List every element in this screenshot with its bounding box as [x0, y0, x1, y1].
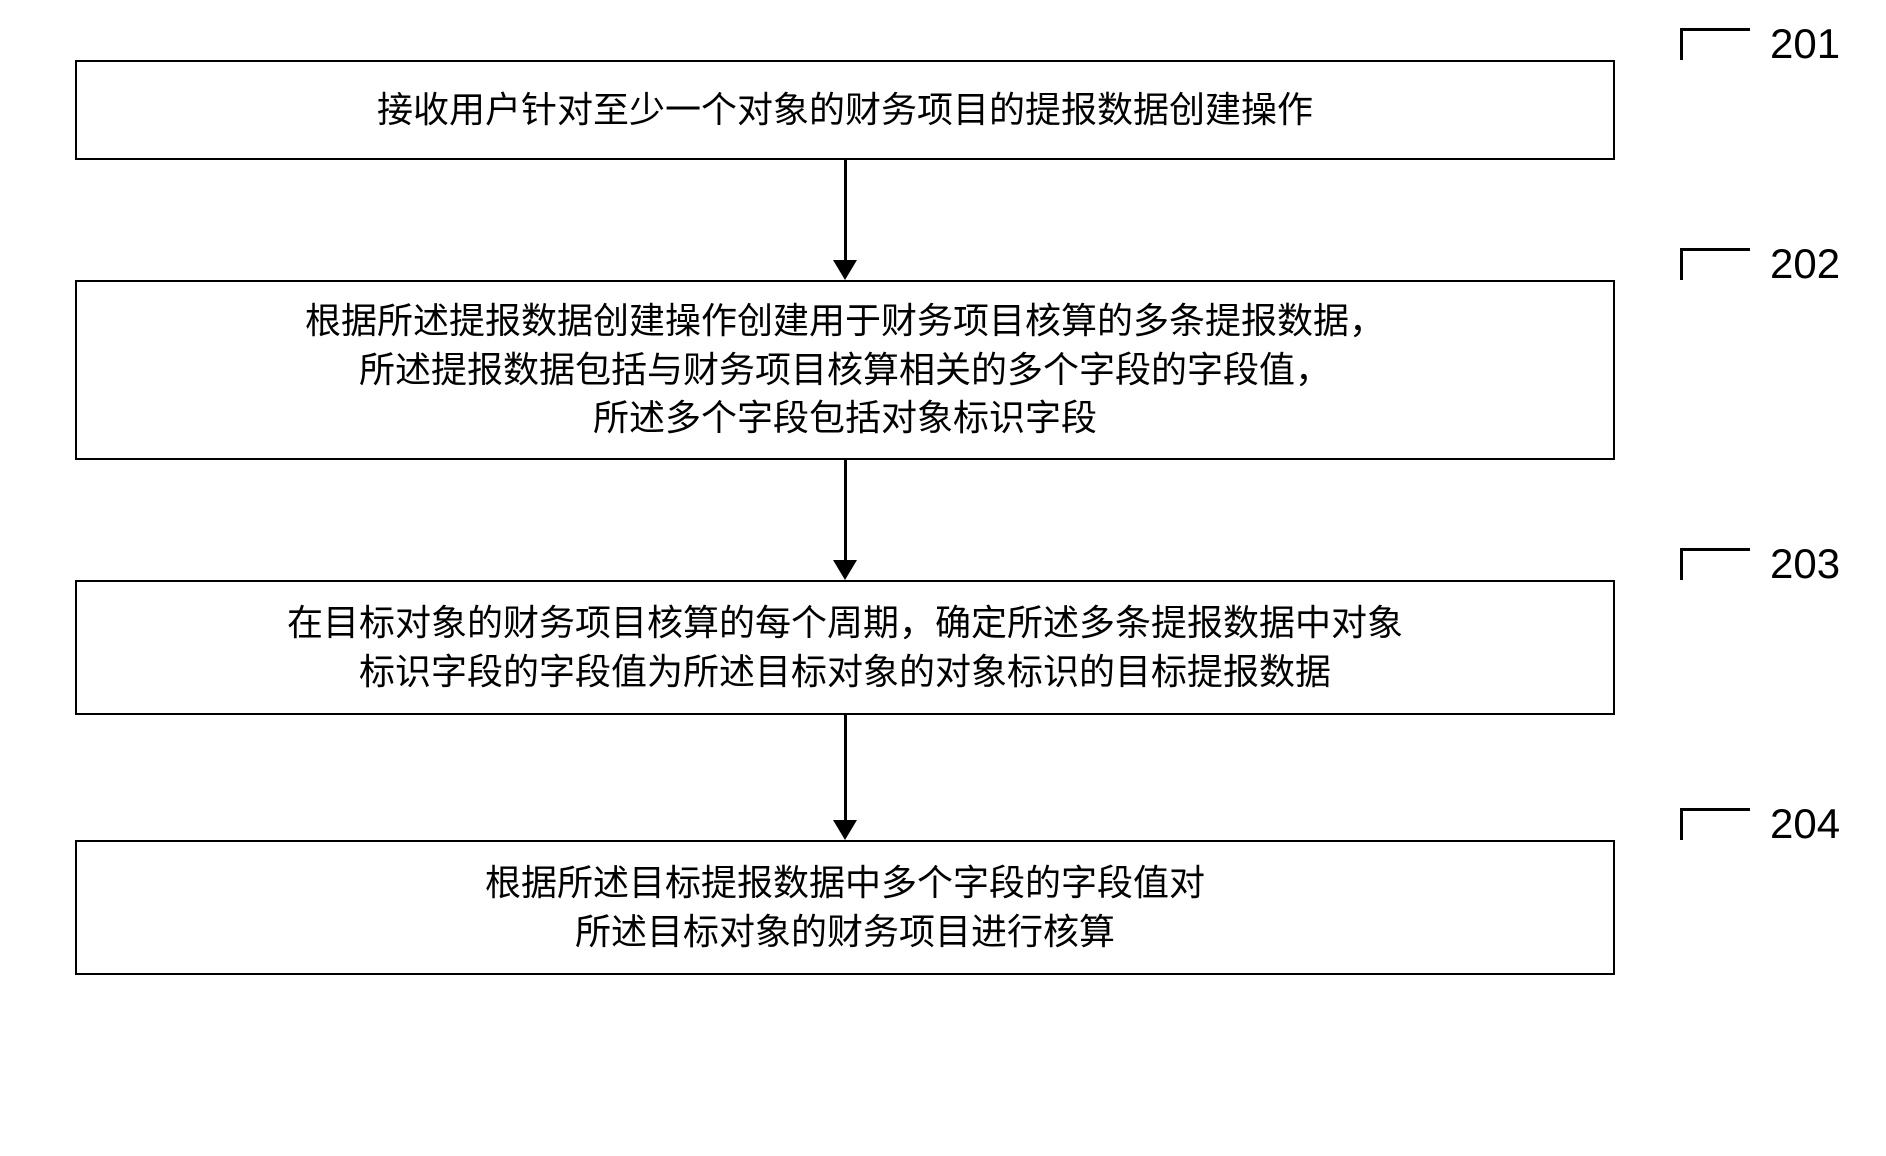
leader-202-v [1680, 250, 1683, 280]
arrow-203-to-204 [833, 715, 857, 840]
step-202-label: 202 [1770, 240, 1840, 288]
leader-204-v [1680, 810, 1683, 840]
step-201-text: 接收用户针对至少一个对象的财务项目的提报数据创建操作 [377, 86, 1313, 135]
arrow-shaft [844, 460, 847, 560]
leader-202-h [1680, 248, 1750, 251]
leader-204-h [1680, 808, 1750, 811]
arrow-shaft [844, 715, 847, 820]
arrow-202-to-203 [833, 460, 857, 580]
step-204-label: 204 [1770, 800, 1840, 848]
leader-203-v [1680, 550, 1683, 580]
flowchart-container: 接收用户针对至少一个对象的财务项目的提报数据创建操作 201 根据所述提报数据创… [0, 0, 1886, 1156]
step-202-text: 根据所述提报数据创建操作创建用于财务项目核算的多条提报数据， 所述提报数据包括与… [305, 297, 1385, 443]
arrow-head-icon [833, 560, 857, 580]
step-203-label: 203 [1770, 540, 1840, 588]
arrow-201-to-202 [833, 160, 857, 280]
flowchart-step-202: 根据所述提报数据创建操作创建用于财务项目核算的多条提报数据， 所述提报数据包括与… [75, 280, 1615, 460]
arrow-head-icon [833, 820, 857, 840]
flowchart-step-203: 在目标对象的财务项目核算的每个周期，确定所述多条提报数据中对象 标识字段的字段值… [75, 580, 1615, 715]
arrow-head-icon [833, 260, 857, 280]
flowchart-step-201: 接收用户针对至少一个对象的财务项目的提报数据创建操作 [75, 60, 1615, 160]
step-203-text: 在目标对象的财务项目核算的每个周期，确定所述多条提报数据中对象 标识字段的字段值… [287, 599, 1403, 696]
leader-201-v [1680, 30, 1683, 60]
leader-203-h [1680, 548, 1750, 551]
step-204-text: 根据所述目标提报数据中多个字段的字段值对 所述目标对象的财务项目进行核算 [485, 859, 1205, 956]
leader-201-h [1680, 28, 1750, 31]
arrow-shaft [844, 160, 847, 260]
step-201-label: 201 [1770, 20, 1840, 68]
flowchart-step-204: 根据所述目标提报数据中多个字段的字段值对 所述目标对象的财务项目进行核算 [75, 840, 1615, 975]
